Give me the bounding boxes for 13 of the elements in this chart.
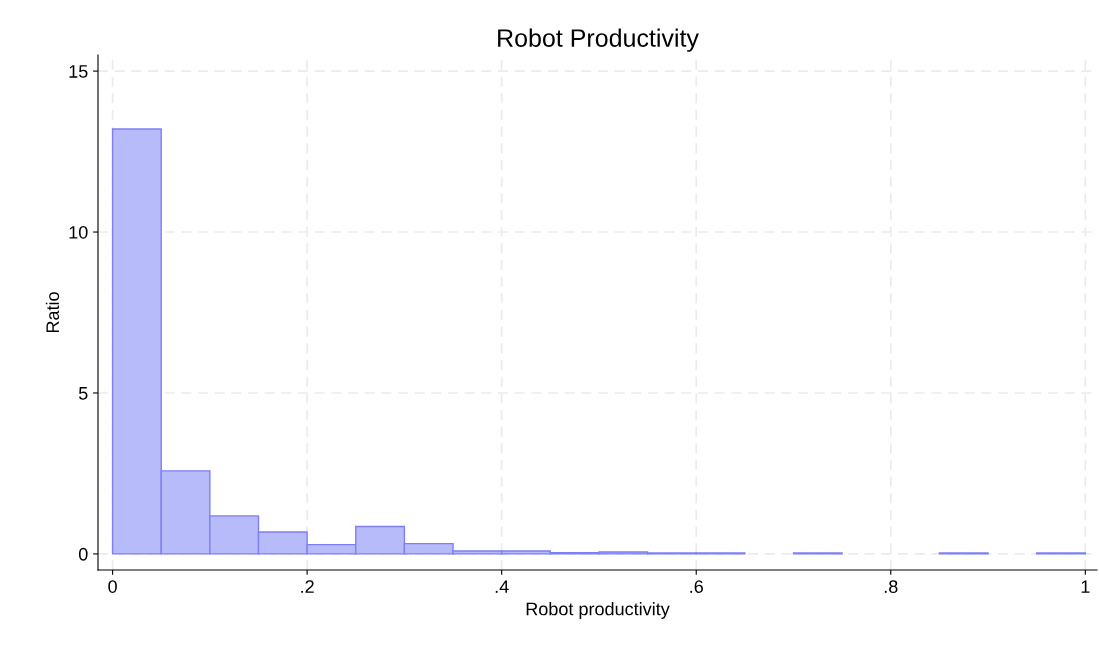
chart-title: Robot Productivity bbox=[498, 28, 699, 52]
y-tick-label: 10 bbox=[69, 225, 88, 239]
x-tick-label: .4 bbox=[495, 580, 509, 593]
x-tick-label: .6 bbox=[690, 580, 703, 593]
x-tick-label: .2 bbox=[301, 580, 314, 593]
y-tick-label: 0 bbox=[78, 547, 88, 561]
y-axis-title: Ratio bbox=[45, 292, 60, 333]
x-tick-label: 1 bbox=[1081, 580, 1090, 593]
y-tick-label: 15 bbox=[69, 65, 88, 78]
y-tick-label: 5 bbox=[78, 387, 88, 400]
x-tick-label: .8 bbox=[884, 580, 898, 593]
x-tick-label: 0 bbox=[108, 580, 117, 593]
x-axis-title: Robot productivity bbox=[526, 602, 670, 619]
